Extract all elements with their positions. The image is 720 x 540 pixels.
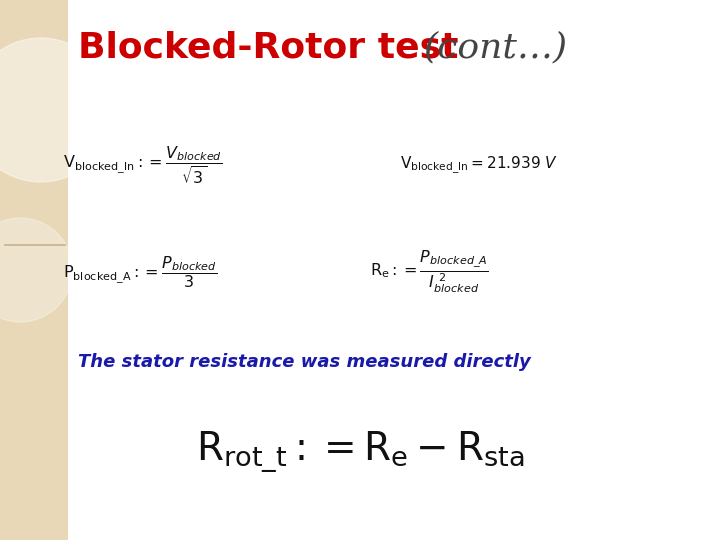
Text: $\mathrm{R_{rot\_t}}:= \mathrm{R_e} - \mathrm{R_{sta}}$: $\mathrm{R_{rot\_t}}:= \mathrm{R_e} - \m…: [196, 429, 524, 475]
Text: $\mathrm{P_{blocked\_A}}:=\dfrac{P_{blocked}}{3}$: $\mathrm{P_{blocked\_A}}:=\dfrac{P_{bloc…: [63, 254, 217, 290]
Circle shape: [0, 38, 113, 182]
Text: $\mathrm{R_e}:=\dfrac{P_{blocked\_A}}{I_{blocked}^{\ 2}}$: $\mathrm{R_e}:=\dfrac{P_{blocked\_A}}{I_…: [370, 249, 489, 295]
Text: (cont…): (cont…): [423, 30, 567, 64]
Text: $\mathrm{V_{blocked\_ln}}:=\dfrac{V_{blocked}}{\sqrt{3}}$: $\mathrm{V_{blocked\_ln}}:=\dfrac{V_{blo…: [63, 144, 222, 186]
Text: $\mathrm{V_{blocked\_ln}}= 21.939\ V$: $\mathrm{V_{blocked\_ln}}= 21.939\ V$: [400, 154, 558, 176]
Circle shape: [0, 218, 73, 322]
Text: Blocked-Rotor test: Blocked-Rotor test: [78, 30, 459, 64]
Text: The stator resistance was measured directly: The stator resistance was measured direc…: [78, 353, 531, 371]
Bar: [0, 0, 68, 540]
